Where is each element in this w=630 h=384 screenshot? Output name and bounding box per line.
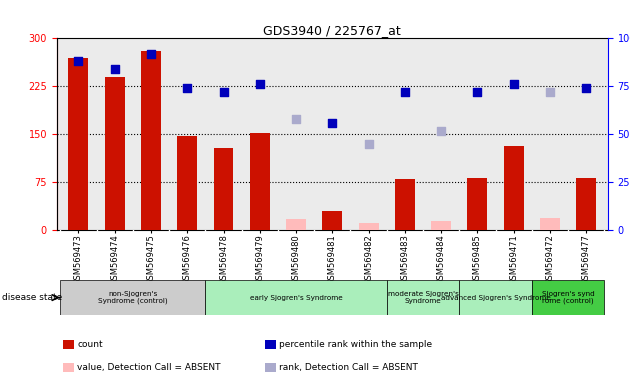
Bar (532, 280, 604, 315)
Point (400, 89, 410, 95)
Point (182, 85, 192, 91)
Bar (323, 211, 342, 230)
Bar (250, 133, 270, 230)
Text: percentile rank within the sample: percentile rank within the sample (279, 340, 432, 349)
Bar (214, 149, 234, 230)
Bar (105, 77, 125, 230)
Point (364, 141, 374, 147)
Text: count: count (77, 340, 103, 349)
Bar (395, 179, 415, 230)
Bar (467, 178, 488, 230)
Bar (503, 146, 524, 230)
Point (327, 120, 337, 126)
Title: GDS3940 / 225767_at: GDS3940 / 225767_at (263, 24, 401, 37)
Text: value, Detection Call = ABSENT: value, Detection Call = ABSENT (77, 363, 221, 372)
Bar (358, 223, 379, 230)
Bar (431, 221, 451, 230)
Bar (286, 219, 306, 230)
Bar (459, 280, 532, 315)
Point (545, 89, 555, 95)
Point (146, 51, 156, 57)
Text: early Sjogren's Syndrome: early Sjogren's Syndrome (249, 295, 343, 301)
Bar (576, 178, 596, 230)
Bar (387, 280, 459, 315)
Text: moderate Sjogren's
Syndrome: moderate Sjogren's Syndrome (387, 291, 459, 304)
Bar (205, 280, 387, 315)
Bar (177, 136, 197, 230)
Text: non-Sjogren's
Syndrome (control): non-Sjogren's Syndrome (control) (98, 291, 168, 305)
Point (291, 116, 301, 122)
Point (110, 66, 120, 72)
Point (255, 81, 265, 88)
Point (74, 58, 84, 65)
Text: disease state: disease state (2, 293, 62, 302)
Bar (141, 51, 161, 230)
Text: rank, Detection Call = ABSENT: rank, Detection Call = ABSENT (279, 363, 418, 372)
Point (436, 127, 446, 134)
Bar (69, 58, 88, 230)
Point (219, 89, 229, 95)
Point (472, 89, 483, 95)
Text: advanced Sjogren's Syndrome: advanced Sjogren's Syndrome (440, 295, 551, 301)
Point (581, 85, 591, 91)
Bar (540, 218, 560, 230)
Text: Sjogren's synd
rome (control): Sjogren's synd rome (control) (542, 291, 595, 305)
Bar (60, 280, 205, 315)
Point (508, 81, 518, 88)
